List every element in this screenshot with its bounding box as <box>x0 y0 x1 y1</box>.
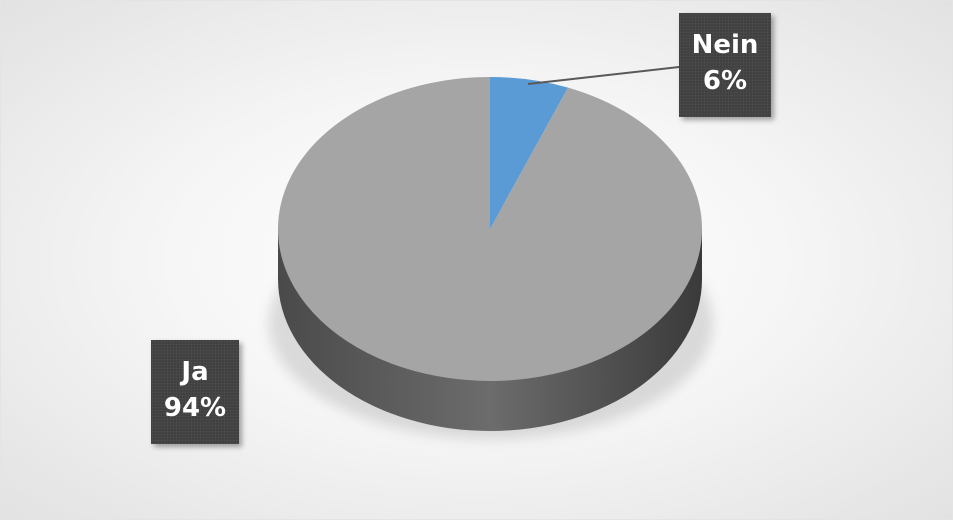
data-label-ja-value: 94% <box>163 393 227 423</box>
nein-leader-line <box>527 66 680 85</box>
data-label-nein-category: Nein <box>691 30 759 60</box>
data-label-nein-value: 6% <box>702 66 748 96</box>
data-label-ja: Ja 94% <box>151 340 239 444</box>
pie-slice-ja <box>278 77 703 381</box>
pie-slice-nein <box>490 77 569 229</box>
data-label-nein: Nein 6% <box>679 13 771 117</box>
data-label-ja-category: Ja <box>181 357 209 387</box>
pie-slices <box>278 77 703 381</box>
